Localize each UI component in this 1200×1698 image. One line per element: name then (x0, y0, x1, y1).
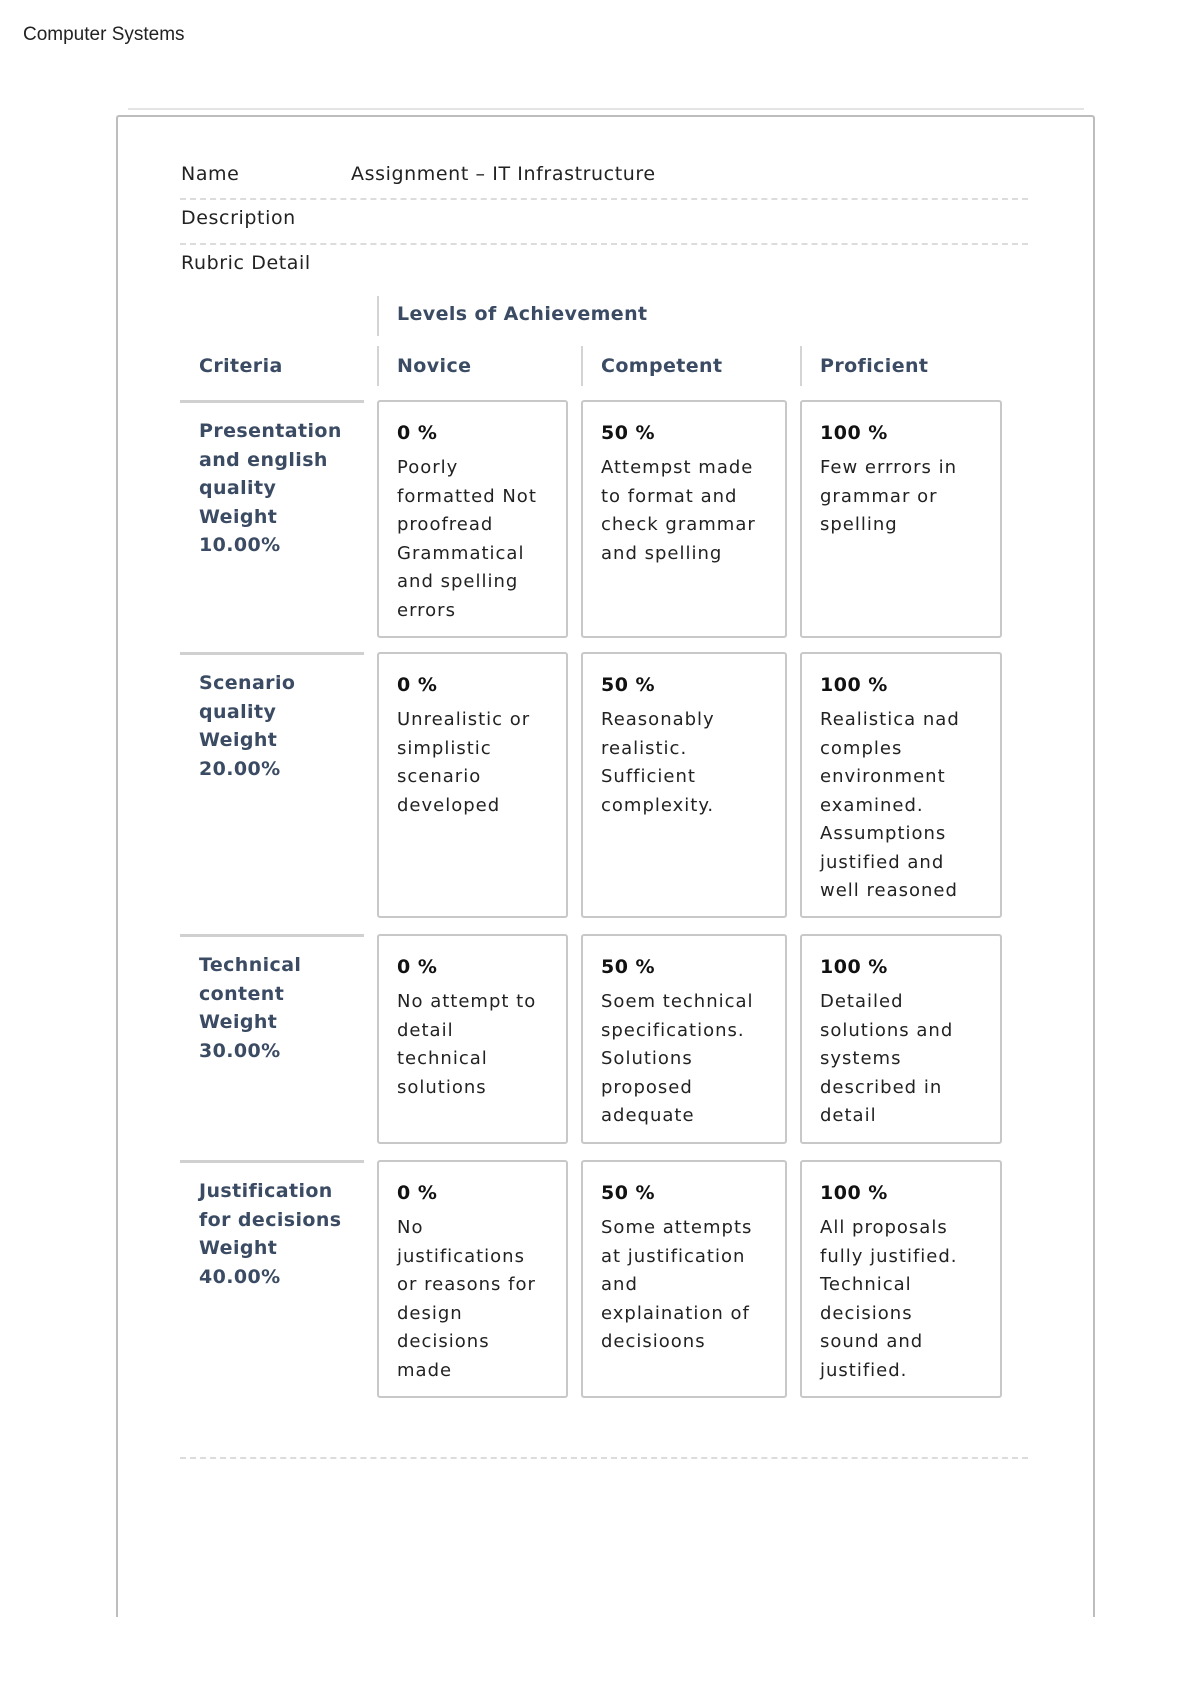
divider (377, 296, 379, 336)
weight-value: 40.00% (199, 1265, 281, 1288)
rubric-panel (116, 115, 1095, 1617)
level-description: Soem technical specifications. Solutions… (601, 991, 754, 1126)
level-header-novice: Novice (397, 355, 472, 377)
criterion-cell: Justification for decisions Weight 40.00… (180, 1160, 364, 1398)
score-percent: 0 % (397, 956, 438, 978)
name-label: Name (181, 163, 240, 185)
score-percent: 0 % (397, 674, 438, 696)
weight-label: Weight (199, 1237, 278, 1259)
score-percent: 50 % (601, 422, 656, 444)
level-description: Poorly formatted Not proofread Grammatic… (397, 457, 537, 621)
level-description: No justifications or reasons for design … (397, 1217, 536, 1381)
document-title: Computer Systems (23, 24, 185, 45)
criterion-cell: Scenario quality Weight 20.00% (180, 652, 364, 918)
level-description: Reasonably realistic. Sufficient complex… (601, 709, 715, 816)
rubric-cell[interactable]: 50 % Attempst made to format and check g… (581, 400, 787, 638)
score-percent: 100 % (820, 1182, 888, 1204)
score-percent: 100 % (820, 956, 888, 978)
criterion-cell: Presentation and english quality Weight … (180, 400, 364, 638)
weight-value: 10.00% (199, 534, 281, 556)
divider (128, 108, 1084, 110)
rubric-cell[interactable]: 50 % Soem technical specifications. Solu… (581, 934, 787, 1144)
divider (180, 198, 1028, 200)
level-description: Detailed solutions and systems described… (820, 991, 954, 1126)
levels-header: Levels of Achievement (397, 303, 648, 325)
score-percent: 100 % (820, 674, 888, 696)
level-description: Attempst made to format and check gramma… (601, 457, 756, 564)
rubric-cell[interactable]: 50 % Some attempts at justification and … (581, 1160, 787, 1398)
level-description: Realistica nad comples environment exami… (820, 709, 960, 901)
weight-label: Weight (199, 505, 278, 528)
rubric-cell[interactable]: 50 % Reasonably realistic. Sufficient co… (581, 652, 787, 918)
score-percent: 50 % (601, 956, 656, 978)
level-header-proficient: Proficient (820, 355, 929, 377)
criterion-name: Technical content (199, 954, 302, 1005)
name-value: Assignment – IT Infrastructure (351, 163, 656, 185)
score-percent: 100 % (820, 422, 888, 444)
criterion-name: Presentation and english quality (199, 420, 342, 499)
score-percent: 50 % (601, 674, 656, 696)
score-percent: 0 % (397, 422, 438, 444)
rubric-cell[interactable]: 0 % No justifications or reasons for des… (377, 1160, 568, 1398)
level-header-competent: Competent (601, 355, 723, 377)
criterion-name: Scenario quality (199, 672, 296, 723)
criterion-name: Justification for decisions (199, 1180, 342, 1231)
score-percent: 0 % (397, 1182, 438, 1204)
rubric-cell[interactable]: 100 % Realistica nad comples environment… (800, 652, 1002, 918)
weight-label: Weight (199, 729, 278, 751)
rubric-cell[interactable]: 100 % Few errrors in grammar or spelling (800, 400, 1002, 638)
divider (581, 346, 583, 386)
level-description: Unrealistic or simplistic scenario devel… (397, 709, 531, 816)
rubric-cell[interactable]: 100 % All proposals fully justified. Tec… (800, 1160, 1002, 1398)
rubric-cell[interactable]: 0 % No attempt to detail technical solut… (377, 934, 568, 1144)
weight-value: 20.00% (199, 757, 281, 780)
rubric-detail-label: Rubric Detail (181, 252, 311, 274)
level-description: All proposals fully justified. Technical… (820, 1217, 958, 1381)
description-label: Description (181, 207, 296, 229)
divider (180, 1457, 1028, 1459)
divider (180, 243, 1028, 245)
divider (800, 346, 802, 386)
level-description: Few errrors in grammar or spelling (820, 457, 958, 535)
rubric-cell[interactable]: 100 % Detailed solutions and systems des… (800, 934, 1002, 1144)
weight-label: Weight (199, 1011, 278, 1033)
rubric-cell[interactable]: 0 % Unrealistic or simplistic scenario d… (377, 652, 568, 918)
weight-value: 30.00% (199, 1039, 281, 1062)
criteria-header: Criteria (199, 355, 283, 377)
divider (377, 346, 379, 386)
level-description: Some attempts at justification and expla… (601, 1217, 753, 1352)
score-percent: 50 % (601, 1182, 656, 1204)
level-description: No attempt to detail technical solutions (397, 991, 537, 1098)
rubric-cell[interactable]: 0 % Poorly formatted Not proofread Gramm… (377, 400, 568, 638)
criterion-cell: Technical content Weight 30.00% (180, 934, 364, 1144)
